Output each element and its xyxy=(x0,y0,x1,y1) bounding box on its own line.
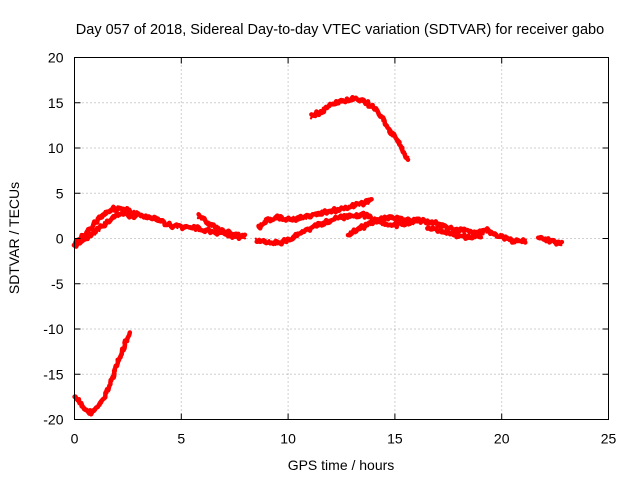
y-tick-labels: -20 -15 -10 -5 0 5 10 15 20 xyxy=(43,50,63,428)
series-line xyxy=(310,96,410,158)
series-line xyxy=(485,230,528,244)
series-line xyxy=(72,209,139,249)
series-line xyxy=(73,205,247,245)
x-axis-label: GPS time / hours xyxy=(288,457,395,473)
x-tick-label: 0 xyxy=(71,431,79,447)
series-arc-11 xyxy=(535,234,565,247)
y-tick-label: -20 xyxy=(43,412,63,428)
series-line xyxy=(197,214,240,240)
series-layer xyxy=(71,94,565,417)
y-tick-label: -10 xyxy=(43,321,63,337)
series-arc-6 xyxy=(254,210,419,247)
y-axis-label: SDTVAR / TECUs xyxy=(6,182,22,294)
x-tick-label: 15 xyxy=(387,431,403,447)
series-arc-10 xyxy=(484,226,528,245)
x-tick-label: 25 xyxy=(601,431,617,447)
series-arc-5 xyxy=(256,197,374,231)
series-arc-8 xyxy=(345,214,488,238)
y-tick-label: 0 xyxy=(56,231,64,247)
series-arc-4 xyxy=(196,212,242,242)
series-line xyxy=(426,224,483,241)
y-tick-label: 20 xyxy=(48,50,64,66)
series-arc-3 xyxy=(71,204,248,248)
x-tick-label: 20 xyxy=(494,431,510,447)
series-line xyxy=(74,332,132,416)
chart-title: Day 057 of 2018, Sidereal Day-to-day VTE… xyxy=(76,22,604,38)
series-line xyxy=(254,212,417,246)
series-arc-1 xyxy=(72,330,133,417)
series-line xyxy=(536,235,563,244)
y-tick-label: 10 xyxy=(48,140,64,156)
series-arc-7 xyxy=(309,94,411,162)
series-arc-2 xyxy=(72,209,139,249)
series-line xyxy=(73,211,137,248)
series-arc-9 xyxy=(425,224,484,241)
series-line xyxy=(256,198,373,229)
x-tick-label: 5 xyxy=(177,431,185,447)
x-tick-label: 10 xyxy=(280,431,296,447)
series-line xyxy=(255,212,418,246)
y-tick-label: 15 xyxy=(48,95,64,111)
y-tick-label: 5 xyxy=(56,185,64,201)
series-line xyxy=(347,214,486,237)
y-tick-label: -5 xyxy=(51,276,64,292)
tick-marks xyxy=(74,57,609,420)
y-tick-label: -15 xyxy=(43,366,63,382)
x-tick-labels: 0 5 10 15 20 25 xyxy=(71,431,617,447)
grid xyxy=(74,57,609,420)
